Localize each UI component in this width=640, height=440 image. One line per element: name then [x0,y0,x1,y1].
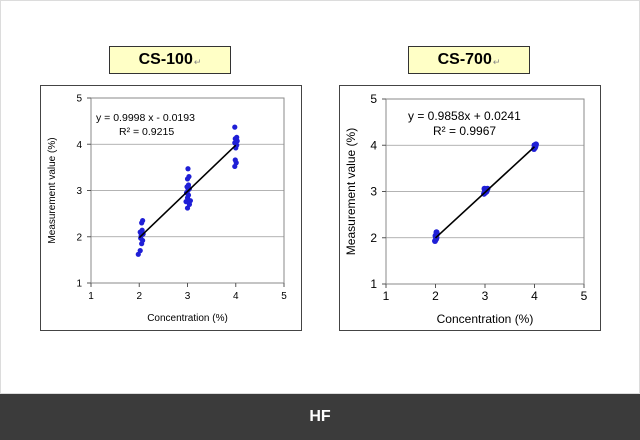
y-axis-title: Measurement value (%) [344,128,358,255]
trend-line [138,144,237,239]
data-point [232,124,238,130]
data-point [234,134,240,140]
y-tick-label: 5 [370,92,377,106]
y-axis-title: Measurement value (%) [47,137,58,243]
x-tick-label: 2 [136,291,142,302]
scatter-chart-cs700: 1 2 3 4 5 1 2 3 4 5 Concentration (%) Measurement v… [344,92,588,326]
data-point [139,227,145,233]
x-axis-title: Concentration (%) [437,312,534,326]
scatter-chart-cs100: 1 2 3 4 5 1 2 3 4 5 Concentration (%) Measurement v… [47,94,287,325]
chart-title-cs100: CS-100 ↵ [109,46,231,74]
x-tick-label: 5 [581,289,588,303]
chart-title-text: CS-100 [138,51,193,68]
y-tick-label: 2 [76,232,82,243]
x-tick-label: 2 [432,289,439,303]
data-point [433,229,440,236]
data-point [185,182,192,188]
x-tick-label: 1 [383,289,390,303]
r-squared-label: R² = 0.9967 [433,124,496,138]
footer-bar: HF [0,394,640,440]
y-tick-label: 1 [76,279,82,290]
r-squared-label: R² = 0.9215 [119,126,174,138]
data-point [137,248,143,254]
y-tick-label: 2 [370,231,377,245]
y-tick-label: 3 [370,185,377,199]
chart-panel-cs100: 1 2 3 4 5 1 2 3 4 5 Concentration (%) Measurement v… [40,85,302,331]
x-tick-label: 1 [88,291,94,302]
x-tick-label: 5 [281,291,287,302]
x-axis-title: Concentration (%) [147,313,228,324]
data-point [185,166,191,172]
data-point [532,141,539,148]
y-tick-label: 3 [76,186,82,197]
x-tick-label: 3 [482,289,489,303]
y-tick-label: 4 [76,140,82,151]
regression-equation: y = 0.9998 x - 0.0193 [96,112,195,124]
return-mark: ↵ [193,56,202,67]
x-tick-label: 3 [185,291,191,302]
x-tick-label: 4 [233,291,239,302]
trend-line [434,146,536,239]
data-point [232,157,238,163]
y-tick-label: 4 [370,138,377,152]
data-point [484,185,491,192]
regression-equation: y = 0.9858x + 0.0241 [408,109,521,123]
y-tick-label: 1 [370,277,377,291]
chart-title-cs700: CS-700 ↵ [408,46,530,74]
x-tick-label: 4 [531,289,538,303]
chart-title-text: CS-700 [437,51,492,68]
y-tick-label: 5 [76,94,82,105]
chart-panel-cs700: 1 2 3 4 5 1 2 3 4 5 Concentration (%) Measurement v… [339,85,601,331]
data-point [186,174,192,180]
return-mark: ↵ [492,56,501,67]
data-point [140,217,146,224]
footer-label: HF [309,408,331,425]
